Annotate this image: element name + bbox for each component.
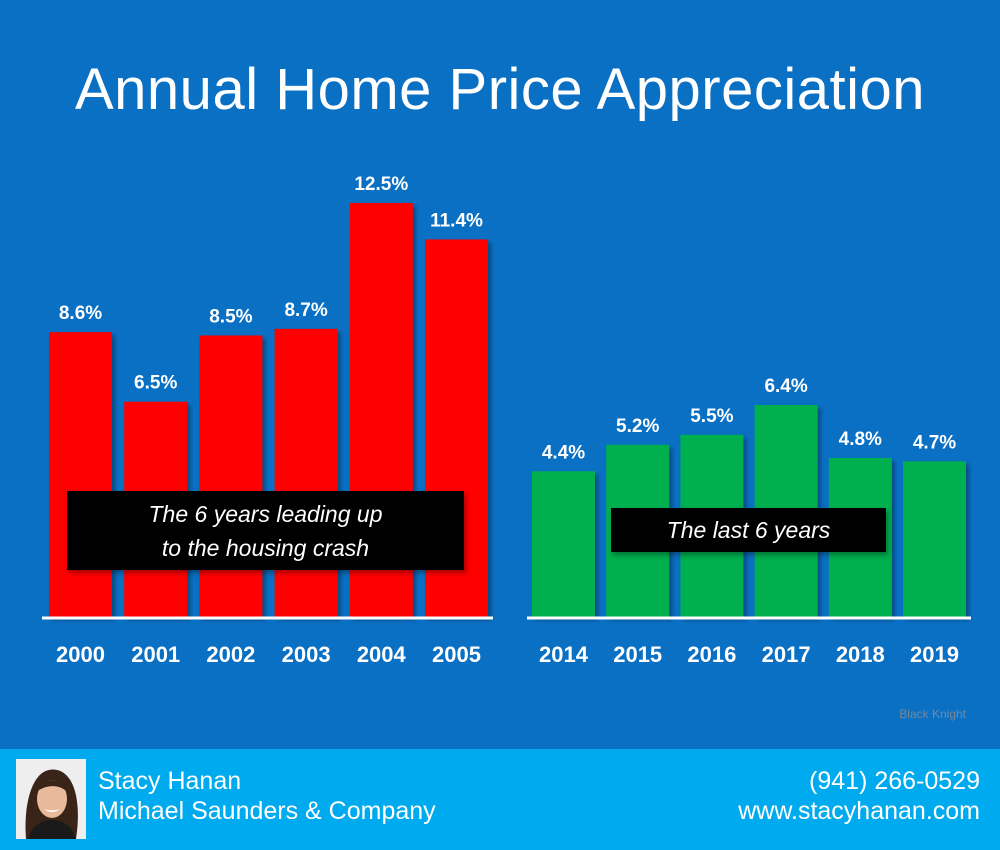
pre-crash-value-label-2000: 8.6% — [59, 303, 102, 324]
agent-company: Michael Saunders & Company — [98, 797, 436, 825]
recent-year-tick-2016: 2016 — [687, 642, 736, 667]
pre-crash-value-label-2004: 12.5% — [354, 174, 408, 195]
pre-crash-callout: The 6 years leading up to the housing cr… — [67, 491, 464, 570]
agent-avatar — [16, 759, 86, 839]
recent-year-tick-2015: 2015 — [613, 642, 662, 667]
recent-bar-2014 — [532, 471, 595, 617]
recent-year-tick-2014: 2014 — [539, 642, 589, 667]
pre-crash-value-label-2005: 11.4% — [430, 210, 483, 231]
agent-website[interactable]: www.stacyhanan.com — [738, 797, 980, 825]
recent-bar-2019 — [903, 461, 966, 617]
recent-value-label-2015: 5.2% — [616, 416, 659, 437]
pre-crash-year-tick-2002: 2002 — [206, 642, 255, 667]
pre-crash-bar-2002 — [199, 335, 263, 617]
pre-crash-year-tick-2003: 2003 — [282, 642, 331, 667]
agent-headshot-icon — [16, 759, 86, 839]
agent-name: Stacy Hanan — [98, 767, 242, 795]
recent-value-label-2019: 4.7% — [913, 432, 956, 453]
agent-footer: Stacy Hanan Michael Saunders & Company (… — [0, 749, 1000, 850]
source-credit: Black Knight — [899, 707, 966, 721]
recent-year-tick-2018: 2018 — [836, 642, 885, 667]
recent-year-tick-2019: 2019 — [910, 642, 959, 667]
pre-crash-year-tick-2000: 2000 — [56, 642, 105, 667]
pre-crash-year-tick-2001: 2001 — [131, 642, 180, 667]
recent-value-label-2018: 4.8% — [839, 429, 882, 450]
pre-crash-value-label-2002: 8.5% — [209, 306, 252, 327]
pre-crash-bar-2000 — [49, 332, 112, 617]
pre-crash-bar-2003 — [274, 328, 338, 617]
recent-years-callout: The last 6 years — [611, 508, 886, 552]
chart-title: Annual Home Price Appreciation — [74, 57, 926, 122]
pre-crash-value-label-2001: 6.5% — [134, 373, 177, 394]
bar-chart: 8.6% 2000 6.5% 2001 8.5% 2002 8.7% 2003 12.5% 200… — [42, 174, 971, 667]
recent-value-label-2017: 6.4% — [764, 376, 807, 397]
recent-year-tick-2017: 2017 — [762, 642, 811, 667]
pre-crash-year-tick-2005: 2005 — [432, 642, 481, 667]
agent-phone[interactable]: (941) 266-0529 — [809, 767, 980, 795]
pre-crash-callout-line2: to the housing crash — [161, 534, 370, 561]
recent-value-label-2014: 4.4% — [542, 442, 585, 463]
recent-value-label-2016: 5.5% — [690, 406, 733, 427]
pre-crash-callout-line1: The 6 years leading up — [148, 500, 383, 527]
pre-crash-year-tick-2004: 2004 — [357, 642, 407, 667]
pre-crash-value-label-2003: 8.7% — [284, 300, 327, 321]
